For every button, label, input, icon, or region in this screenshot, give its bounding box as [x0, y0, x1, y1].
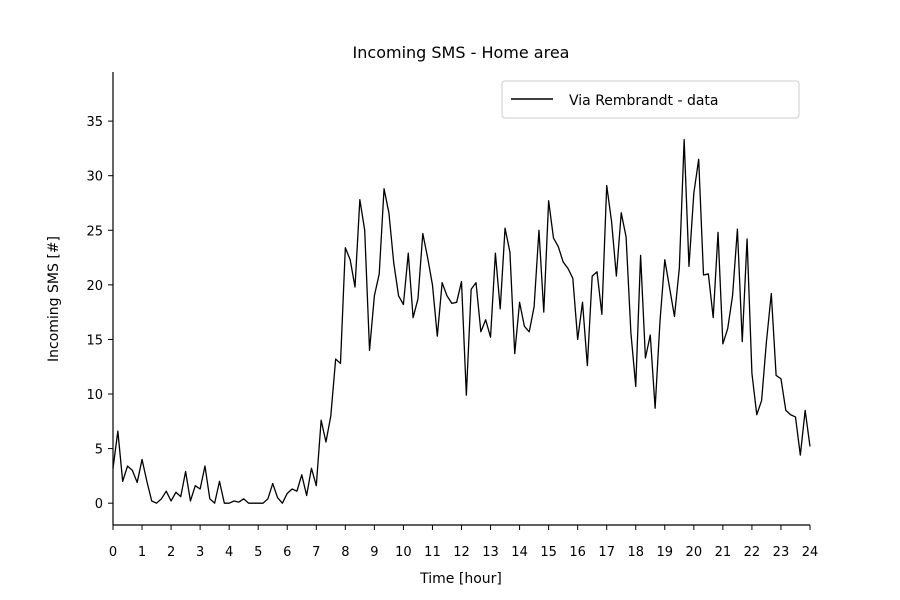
series-line-via-rembrandt [112, 139, 811, 504]
x-tick-label: 11 [424, 545, 441, 560]
y-axis-label: Incoming SMS [#] [46, 236, 62, 362]
y-tick-label: 30 [86, 170, 103, 185]
chart-title: Incoming SMS - Home area [353, 43, 570, 62]
y-tick-label: 15 [86, 333, 103, 348]
legend-box [501, 80, 800, 119]
x-tick-label: 14 [511, 545, 528, 560]
x-tick-label: 3 [196, 545, 204, 560]
x-tick-label: 23 [773, 545, 790, 560]
x-tick-label: 10 [395, 545, 412, 560]
y-ticks: 0 5 10 15 20 25 30 35 [86, 115, 113, 512]
x-tick-label: 5 [254, 545, 262, 560]
y-tick-label: 5 [95, 443, 103, 458]
x-tick-label: 19 [657, 545, 674, 560]
y-tick-label: 0 [95, 497, 103, 512]
x-tick-label: 6 [283, 545, 291, 560]
x-tick-label: 0 [109, 545, 117, 560]
x-tick-label: 20 [686, 545, 703, 560]
x-tick-label: 22 [744, 545, 761, 560]
plot-area [112, 139, 811, 504]
legend-label: Via Rembrandt - data [569, 93, 719, 109]
y-tick-label: 25 [86, 224, 103, 239]
x-tick-label: 1 [138, 545, 146, 560]
x-tick-label: 2 [167, 545, 175, 560]
y-tick-label: 10 [86, 388, 103, 403]
x-tick-label: 4 [225, 545, 233, 560]
x-ticks: 0 1 2 3 4 5 6 7 8 9 10 11 12 13 14 15 16 17 18 19 20 21 22 23 24 [109, 525, 818, 560]
x-tick-label: 18 [627, 545, 644, 560]
x-tick-label: 15 [540, 545, 557, 560]
x-tick-label: 17 [598, 545, 615, 560]
x-tick-label: 12 [453, 545, 470, 560]
x-tick-label: 8 [341, 545, 349, 560]
x-tick-label: 21 [715, 545, 732, 560]
x-tick-label: 16 [569, 545, 586, 560]
x-tick-label: 7 [312, 545, 320, 560]
y-tick-label: 35 [86, 115, 103, 130]
x-axis-label: Time [hour] [419, 571, 502, 587]
x-tick-label: 13 [482, 545, 499, 560]
legend: Via Rembrandt - data [501, 80, 800, 119]
x-tick-label: 9 [370, 545, 378, 560]
y-tick-label: 20 [86, 279, 103, 294]
x-tick-label: 24 [802, 545, 819, 560]
